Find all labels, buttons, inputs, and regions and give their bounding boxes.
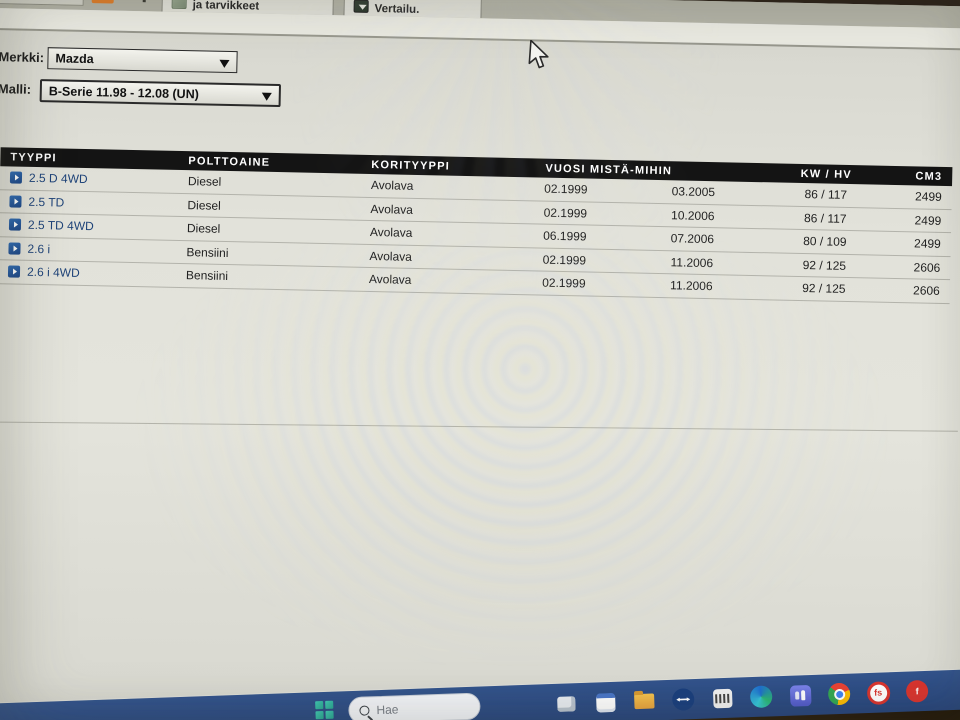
row-arrow-icon[interactable]	[8, 218, 22, 231]
displacement-cell: 2499	[914, 189, 942, 205]
taskbar-search[interactable]: Hae	[347, 692, 481, 720]
displacement-cell: 2606	[912, 283, 940, 299]
type-link[interactable]: 2.5 TD	[28, 194, 65, 210]
brand-select-value: Mazda	[55, 51, 94, 67]
type-link[interactable]: 2.5 TD 4WD	[27, 218, 94, 234]
model-select[interactable]: B-Serie 11.98 - 12.08 (UN)	[39, 79, 282, 108]
search-icon	[359, 704, 370, 716]
header-power: KW / HV	[800, 167, 852, 181]
type-link[interactable]: 2.5 D 4WD	[28, 171, 88, 187]
teams-icon[interactable]	[788, 683, 813, 708]
row-arrow-icon[interactable]	[7, 265, 21, 278]
row-arrow-icon[interactable]	[8, 242, 21, 255]
model-label: Malli:	[0, 81, 32, 97]
row-arrow-icon[interactable]	[9, 195, 22, 208]
calendar-app-icon[interactable]	[593, 690, 618, 715]
edge-icon[interactable]	[749, 684, 774, 709]
displacement-cell: 2606	[913, 260, 941, 275]
chrome-icon[interactable]	[827, 682, 852, 707]
type-link[interactable]: 2.6 i	[27, 241, 51, 257]
chevron-down-icon	[219, 59, 230, 73]
text-caret	[142, 0, 146, 3]
displacement-cell: 2499	[913, 236, 941, 252]
parts-icon	[171, 0, 187, 10]
tab-fragment[interactable]	[0, 0, 85, 6]
header-displacement: CM3	[915, 169, 943, 183]
moire-pattern	[130, 240, 890, 670]
displacement-cell: 2499	[914, 213, 942, 228]
brand-label: Merkki:	[0, 49, 45, 66]
start-button[interactable]	[315, 700, 334, 720]
task-view-icon[interactable]	[554, 691, 579, 716]
brand-select[interactable]: Mazda	[47, 47, 238, 74]
f-secure-icon[interactable]: fs	[866, 680, 891, 705]
row-arrow-icon[interactable]	[9, 171, 23, 184]
f-shield-icon[interactable]: f	[905, 679, 930, 704]
barcode-app-icon[interactable]	[710, 686, 735, 711]
search-placeholder: Hae	[376, 701, 399, 717]
moire-rays	[290, 0, 720, 300]
file-explorer-icon[interactable]	[632, 688, 657, 713]
header-type: TYYPPI	[10, 150, 57, 164]
chevron-down-icon	[261, 92, 272, 106]
type-link[interactable]: 2.6 i 4WD	[26, 265, 80, 281]
mouse-cursor-icon	[527, 39, 551, 77]
power-cell: 86 / 117	[804, 187, 848, 203]
tab-parts-label: ja tarvikkeet	[192, 0, 260, 13]
power-cell: 86 / 117	[803, 210, 847, 226]
model-select-value: B-Serie 11.98 - 12.08 (UN)	[48, 83, 200, 101]
teamviewer-icon[interactable]	[671, 687, 696, 712]
site-logo-icon	[91, 0, 114, 4]
